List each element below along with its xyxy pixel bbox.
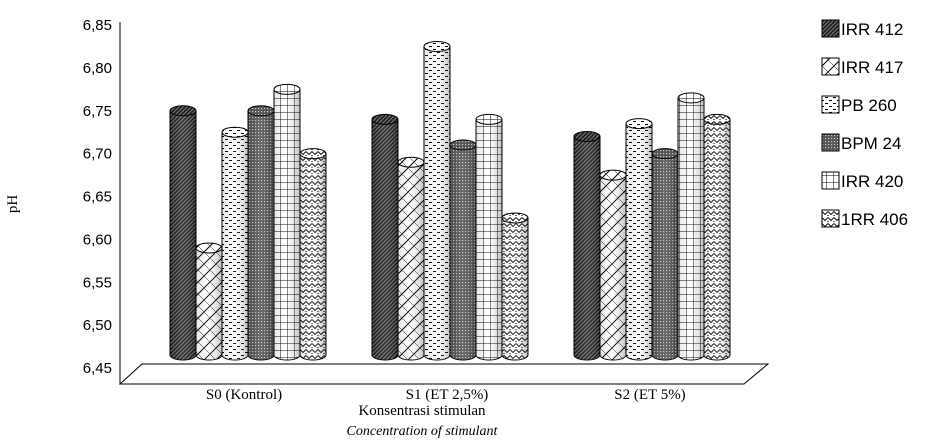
- bar: [475, 113, 503, 361]
- y-tick-label: 6,80: [83, 60, 112, 77]
- y-tick-label: 6,75: [83, 103, 112, 120]
- bar: [651, 148, 679, 361]
- legend-item: IRR 417: [821, 57, 903, 77]
- legend-item: BPM 24: [821, 133, 901, 153]
- bar: [221, 126, 249, 361]
- legend-swatch: [821, 95, 840, 114]
- legend-swatch: [821, 57, 840, 76]
- x-tick-label: S0 (Kontrol): [206, 387, 282, 403]
- bar: [195, 242, 223, 361]
- chart-floor: [118, 363, 770, 385]
- bar: [273, 83, 301, 361]
- bar: [501, 212, 529, 361]
- bar: [625, 118, 653, 361]
- y-tick-label: 6,60: [83, 231, 112, 248]
- y-tick-label: 6,50: [83, 317, 112, 334]
- x-tick-label: S1 (ET 2,5%): [406, 387, 489, 403]
- legend-label: BPM 24: [841, 134, 901, 153]
- legend-label: 1RR 406: [841, 210, 908, 229]
- x-axis-title-english: Concentration of stimulant: [347, 424, 499, 439]
- legend-item: 1RR 406: [821, 209, 908, 229]
- y-tick-label: 6,85: [83, 17, 112, 34]
- legend: IRR 412 IRR 417 PB 260 BPM 24 IRR 420 1RR 406: [821, 19, 908, 229]
- bar: [371, 113, 399, 361]
- bar: [573, 130, 601, 361]
- legend-swatch: [821, 133, 840, 152]
- y-tick-label: 6,65: [83, 189, 112, 206]
- bar: [423, 40, 451, 361]
- bar: [169, 105, 197, 361]
- bar: [397, 156, 425, 361]
- y-tick-label: 6,70: [83, 146, 112, 163]
- legend-label: PB 260: [841, 96, 897, 115]
- bars: [169, 40, 731, 361]
- bar: [703, 113, 731, 361]
- x-axis-title: Konsentrasi stimulan: [358, 403, 486, 419]
- legend-label: IRR 417: [841, 58, 903, 77]
- legend-swatch: [821, 171, 840, 190]
- bar: [247, 105, 275, 361]
- legend-label: IRR 412: [841, 20, 903, 39]
- bar: [449, 139, 477, 361]
- bar: [599, 169, 627, 361]
- legend-item: IRR 412: [821, 19, 903, 39]
- y-axis-title: pH: [5, 195, 21, 214]
- legend-label: IRR 420: [841, 172, 903, 191]
- legend-item: PB 260: [821, 95, 897, 115]
- category-labels: S0 (Kontrol) S1 (ET 2,5%) S2 (ET 5%): [206, 387, 686, 403]
- bar: [299, 148, 327, 361]
- legend-swatch: [821, 209, 840, 228]
- y-tick-label: 6,45: [83, 360, 112, 377]
- legend-item: IRR 420: [821, 171, 903, 191]
- y-tick-label: 6,55: [83, 274, 112, 291]
- legend-swatch: [821, 19, 840, 38]
- y-tick-labels: 6,85 6,80 6,75 6,70 6,65 6,60 6,55 6,50 6,45: [83, 17, 112, 377]
- bar: [677, 92, 705, 361]
- x-tick-label: S2 (ET 5%): [614, 387, 685, 403]
